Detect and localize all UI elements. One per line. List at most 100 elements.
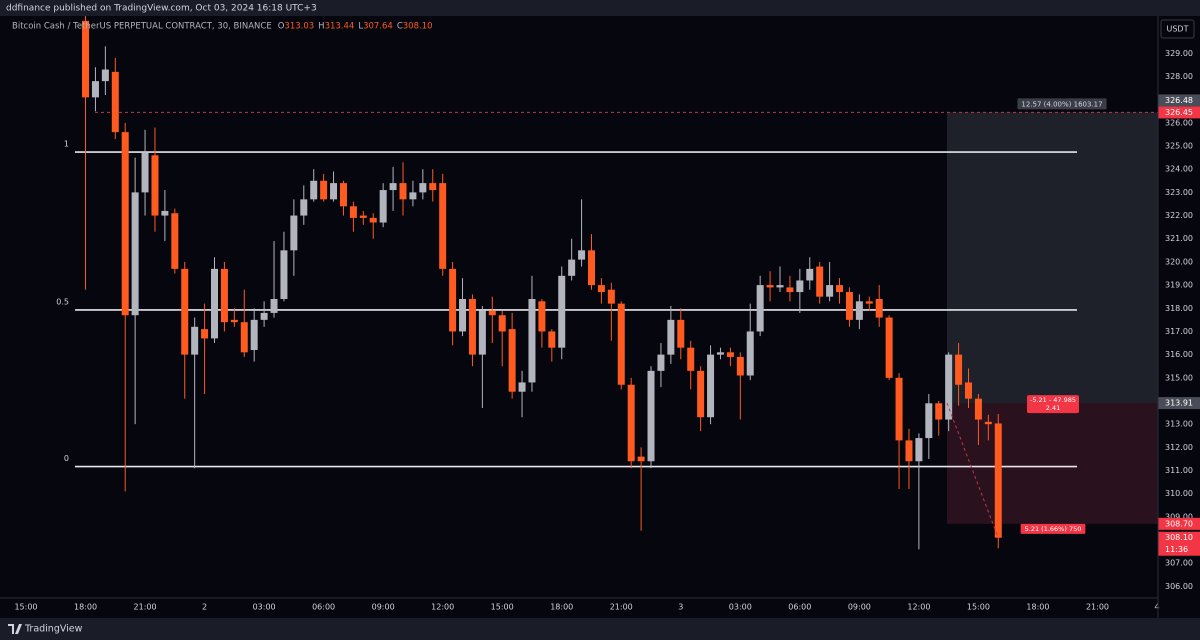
candle-body <box>597 285 605 293</box>
candle-body <box>935 403 943 420</box>
candle-body <box>82 20 90 98</box>
y-tick-label: 324.00 <box>1165 165 1193 174</box>
candle-body <box>359 215 367 218</box>
candle-body <box>707 354 715 418</box>
candle-body <box>736 356 744 376</box>
currency-box[interactable] <box>1160 19 1195 39</box>
x-tick-label: 12:00 <box>431 603 454 612</box>
x-tick-label: 21:00 <box>1086 603 1109 612</box>
candle-body <box>300 199 308 216</box>
x-tick-label: 4 <box>1154 603 1159 612</box>
candle-body <box>181 268 189 355</box>
y-tick-label: 319.00 <box>1165 281 1193 290</box>
candle-body <box>697 370 705 418</box>
candle-body <box>965 382 972 399</box>
x-tick-label: 2 <box>202 603 207 612</box>
trade-path <box>946 402 999 538</box>
logo <box>8 624 22 634</box>
candle-body <box>796 280 804 293</box>
entry-label: -5.21 - 47.985 <box>1030 396 1076 404</box>
candle-body <box>230 319 238 323</box>
x-tick-label: 18:00 <box>1026 603 1049 612</box>
candle-body <box>310 180 318 200</box>
ohlc-key: L <box>358 22 363 32</box>
candle-body <box>538 301 546 332</box>
candle-body <box>568 259 576 276</box>
y-tick-label: 307.00 <box>1165 559 1193 568</box>
fib-label: 1 <box>64 140 69 149</box>
candle-body <box>687 347 695 371</box>
candle-body <box>915 438 923 462</box>
y-tick-label: 311.00 <box>1165 466 1193 475</box>
ohlc-key: H <box>318 22 324 32</box>
candle-body <box>389 183 397 191</box>
x-tick-label: 15:00 <box>491 603 514 612</box>
y-tick-label: 317.00 <box>1165 327 1193 336</box>
candle-body <box>141 152 149 193</box>
target-zone <box>947 112 1158 404</box>
candle-body <box>508 329 516 392</box>
candle-body <box>111 71 119 133</box>
brand: TradingView <box>24 624 83 635</box>
candle-body <box>478 310 486 355</box>
candle-body <box>826 285 834 297</box>
ohlc-value: 307.64 <box>363 22 393 32</box>
candle-body <box>151 155 159 216</box>
y-tick-label: 323.00 <box>1165 188 1193 197</box>
y-tick-label: 313.00 <box>1165 420 1193 429</box>
candle-body <box>290 215 298 251</box>
y-tick-label: 310.00 <box>1165 489 1193 498</box>
candle-body <box>716 352 724 355</box>
y-tick-label: 325.00 <box>1165 142 1193 151</box>
candle-body <box>260 312 268 320</box>
currency[interactable]: USDT <box>1167 25 1189 34</box>
ohlc-key: C <box>397 22 403 32</box>
candle-body <box>895 377 903 441</box>
ohlc-value: 313.03 <box>284 22 314 32</box>
candle-body <box>91 81 99 98</box>
x-tick-label: 09:00 <box>372 603 395 612</box>
publisher: ddfinance published on TradingView.com, … <box>6 4 317 14</box>
candle-body <box>726 352 734 357</box>
candle-body <box>578 250 586 260</box>
symbol: Bitcoin Cash / TetherUS PERPETUAL CONTRA… <box>12 22 272 32</box>
candle-body <box>439 183 447 269</box>
price-label: 308.70 <box>1165 519 1193 528</box>
target-label-box <box>1017 98 1107 110</box>
ohlc-key: O <box>278 22 285 32</box>
x-tick-label: 15:00 <box>967 603 990 612</box>
x-tick-label: 18:00 <box>74 603 97 612</box>
entry-label-box <box>1027 395 1079 414</box>
candle-body <box>488 310 496 316</box>
candle-body <box>250 319 258 350</box>
candle-body <box>449 268 457 332</box>
y-tick-label: 309.00 <box>1165 512 1193 521</box>
candle-body <box>845 292 853 320</box>
candle-body <box>865 301 873 304</box>
candle-body <box>766 285 774 288</box>
candle-body <box>875 299 883 318</box>
candle-body <box>498 315 506 332</box>
y-tick-label: 326.00 <box>1165 118 1193 127</box>
y-tick-label: 306.00 <box>1165 582 1193 591</box>
x-tick-label: 03:00 <box>253 603 276 612</box>
candle-body <box>955 354 963 385</box>
x-tick-label: 3 <box>678 603 683 612</box>
candle-body <box>994 423 1002 538</box>
y-tick-label: 329.00 <box>1165 49 1193 58</box>
candle-body <box>677 319 685 348</box>
candle-body <box>617 303 625 385</box>
header-bar <box>0 0 1200 16</box>
candle-body <box>339 183 347 207</box>
candle-body <box>161 210 169 216</box>
candle-body <box>746 331 754 376</box>
stop-zone <box>947 403 1158 524</box>
y-tick-label: 312.00 <box>1165 443 1193 452</box>
candle-body <box>756 285 764 332</box>
candle-body <box>627 384 635 462</box>
candle-body <box>399 183 407 200</box>
candle-body <box>280 250 288 299</box>
price-label-box <box>1158 94 1200 107</box>
y-tick-label: 318.00 <box>1165 304 1193 313</box>
candle-body <box>885 317 893 378</box>
